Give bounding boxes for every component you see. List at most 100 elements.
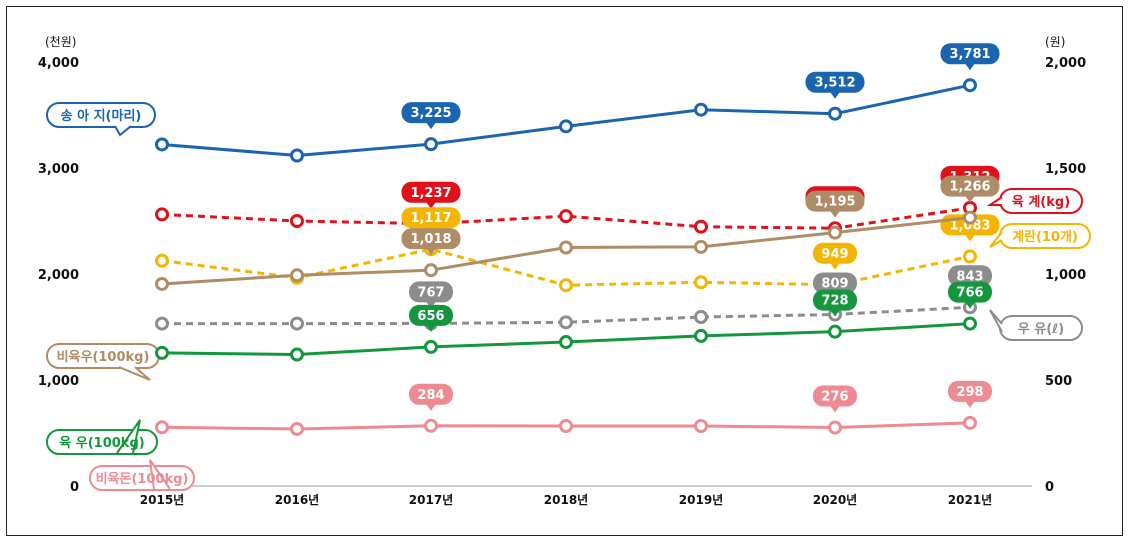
data-point [290, 421, 304, 436]
legend-callout-tail [989, 309, 1003, 333]
data-point [155, 316, 169, 331]
data-label-pointer [830, 91, 840, 99]
data-label-bubble [940, 175, 1000, 197]
data-label-bubble [401, 102, 461, 124]
data-point [963, 210, 977, 225]
data-point [963, 78, 977, 93]
legend-callout-tail [989, 231, 1003, 248]
data-label-pointer [830, 309, 840, 317]
data-point [290, 316, 304, 331]
right-tick-label: 500 [1045, 374, 1072, 389]
data-point [559, 335, 573, 350]
legend-callout [46, 102, 156, 128]
left-tick-label: 3,000 [38, 162, 79, 177]
data-point [155, 276, 169, 291]
data-label-pointer [426, 122, 436, 130]
data-label-bubble [940, 43, 1000, 65]
data-point [963, 249, 977, 264]
data-label-bubble [813, 289, 857, 311]
x-tick-label: 2019년 [679, 493, 723, 507]
data-point [694, 310, 708, 325]
data-point [155, 253, 169, 268]
data-point [694, 419, 708, 434]
data-label-bubble [401, 228, 461, 250]
right-tick-label: 0 [1045, 480, 1054, 495]
data-point [290, 148, 304, 163]
data-point [424, 339, 438, 354]
data-point [559, 119, 573, 134]
data-label: 728 [821, 294, 848, 309]
data-point [559, 209, 573, 224]
data-label-bubble [409, 281, 453, 303]
data-point [424, 137, 438, 152]
data-label-pointer [965, 63, 975, 71]
left-tick-label: 0 [70, 480, 79, 495]
legend-callout-tail [114, 125, 132, 137]
x-tick-label: 2017년 [409, 493, 453, 507]
legend-label: 계란(10개) [1012, 230, 1078, 245]
data-label-bubble [948, 380, 992, 402]
legend-label: 육 우(100kg) [59, 435, 144, 451]
data-label-pointer [965, 195, 975, 203]
legend-callout [89, 465, 195, 491]
data-label-pointer [426, 324, 436, 332]
left-tick-label: 1,000 [38, 374, 79, 389]
data-label-bubble [401, 207, 461, 229]
data-label-bubble [813, 385, 857, 407]
data-label-bubble [813, 272, 857, 294]
left-tick-label: 2,000 [38, 268, 79, 283]
data-label: 1,237 [410, 186, 451, 201]
data-point [424, 263, 438, 278]
data-point [963, 415, 977, 430]
data-label: 843 [956, 269, 983, 284]
data-label-bubble [805, 190, 865, 212]
x-tick-label: 2015년 [140, 493, 184, 507]
data-point [559, 419, 573, 434]
data-label-bubble [948, 265, 992, 287]
data-label: 3,512 [814, 76, 855, 91]
data-point [559, 240, 573, 255]
right-tick-label: 1,500 [1045, 162, 1086, 177]
data-point [694, 275, 708, 290]
data-label: 656 [417, 309, 444, 324]
data-label: 809 [821, 276, 848, 291]
data-point [155, 345, 169, 360]
legend-label: 육 계(kg) [1012, 194, 1070, 210]
data-point [559, 278, 573, 293]
legend-label: 우 유(ℓ) [1018, 322, 1064, 337]
data-point [828, 225, 842, 240]
data-label: 284 [417, 388, 444, 403]
legend-callout-tail [149, 459, 171, 490]
data-label: 1,117 [410, 211, 451, 226]
data-label: 1,266 [949, 180, 990, 195]
data-label: 298 [956, 385, 983, 400]
data-point [828, 420, 842, 435]
legend-label: 비육우(100kg) [57, 349, 150, 365]
data-label-pointer [426, 201, 436, 209]
data-label-bubble [409, 383, 453, 405]
x-tick-label: 2021년 [948, 493, 992, 507]
data-label-pointer [830, 210, 840, 218]
data-point [694, 102, 708, 117]
data-point [963, 316, 977, 331]
data-point [155, 207, 169, 222]
left-tick-label: 4,000 [38, 56, 79, 71]
data-label-pointer [426, 301, 436, 309]
right-tick-label: 2,000 [1045, 56, 1086, 71]
right-tick-label: 1,000 [1045, 268, 1086, 283]
data-point [828, 106, 842, 121]
data-label-pointer [965, 301, 975, 309]
data-label: 767 [417, 285, 444, 300]
data-point [694, 219, 708, 234]
data-point [290, 214, 304, 228]
data-label-pointer [830, 262, 840, 270]
data-label: 766 [956, 286, 983, 301]
left-axis-unit: (천원) [45, 34, 76, 49]
data-label-pointer [830, 405, 840, 413]
data-point [155, 137, 169, 152]
legend-callout-tail [116, 419, 141, 454]
data-point [694, 239, 708, 254]
x-tick-label: 2018년 [544, 493, 588, 507]
legend-label: 송 아 지(마리) [61, 108, 142, 124]
